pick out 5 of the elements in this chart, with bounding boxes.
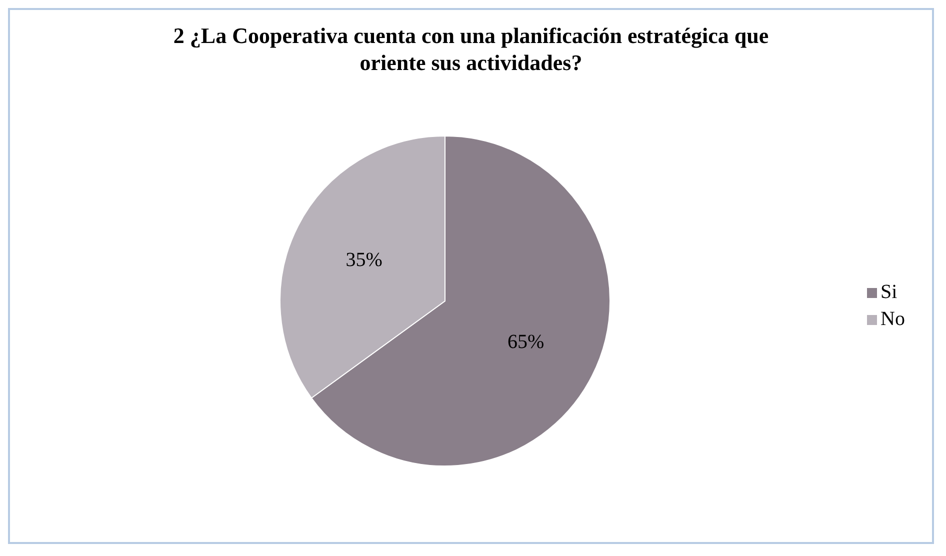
legend-label: Si	[880, 281, 898, 304]
chart-title: 2 ¿La Cooperativa cuenta con una planificación estratégica que oriente sus actividades?	[172, 22, 770, 76]
data-label: 65%	[508, 331, 544, 354]
data-label: 35%	[346, 248, 382, 271]
legend-label: No	[880, 308, 905, 331]
